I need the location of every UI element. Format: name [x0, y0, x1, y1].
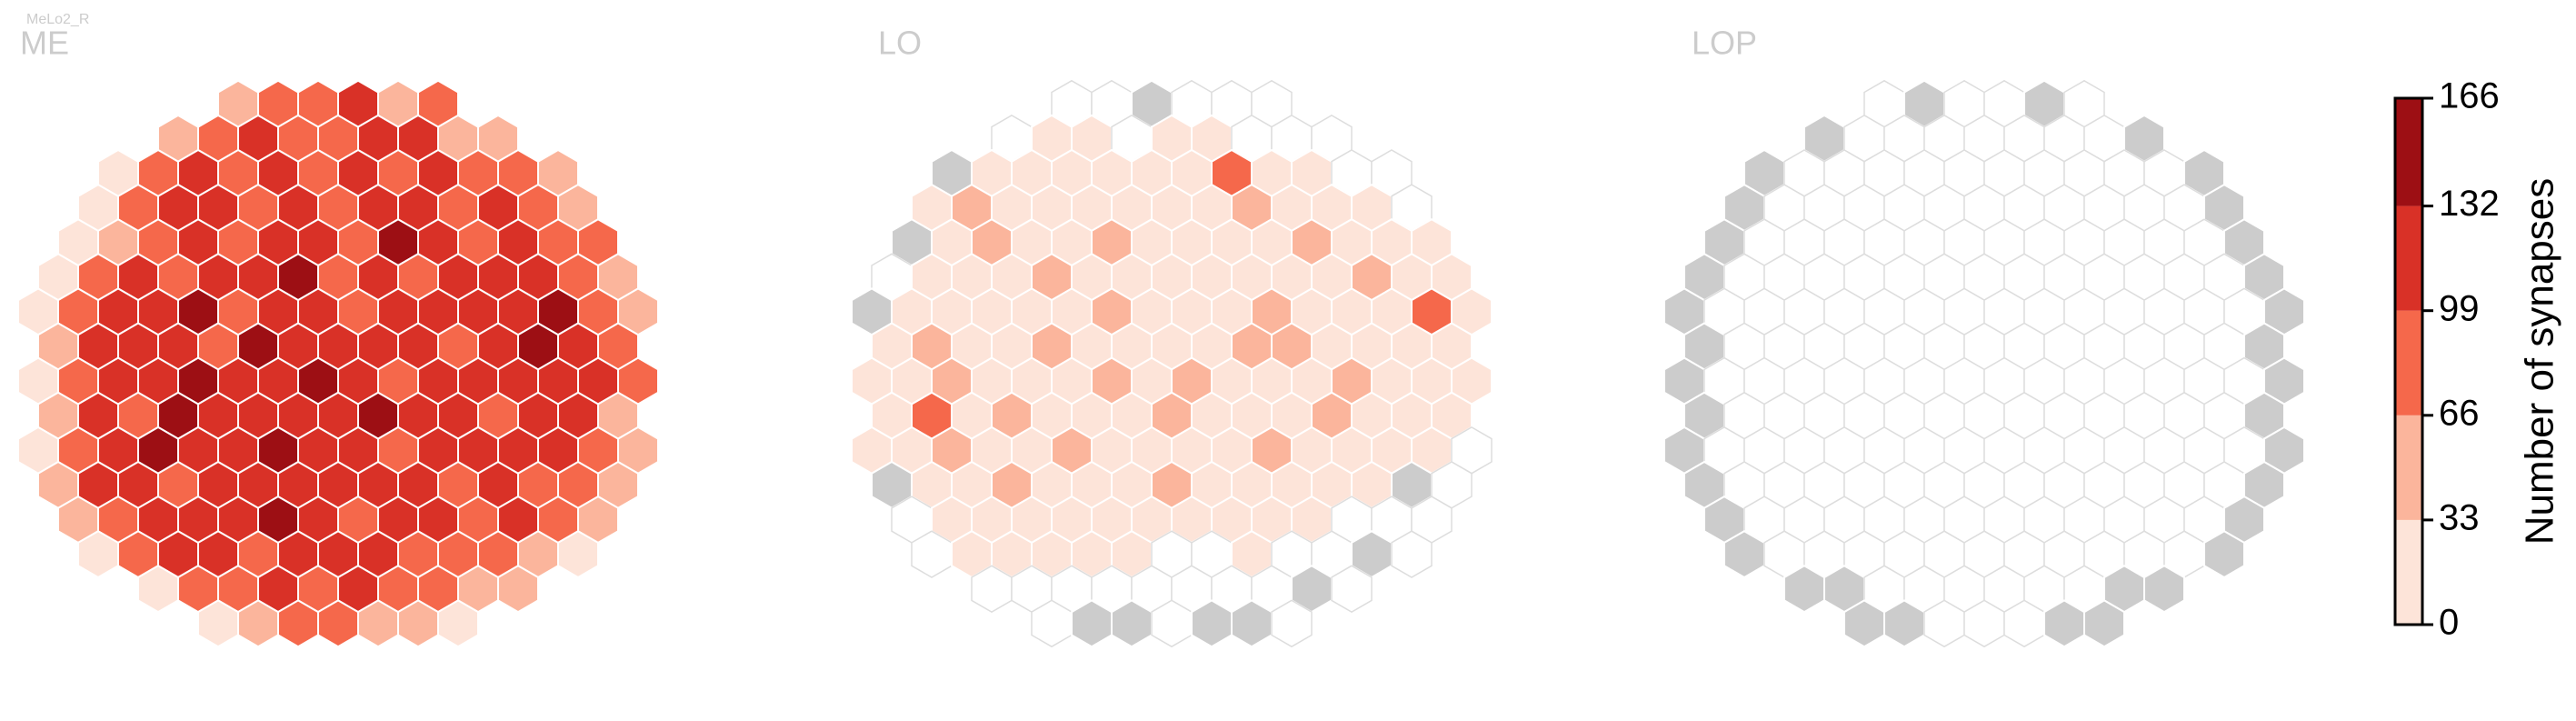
- empty-column: [1271, 599, 1313, 648]
- colorbar-bin: [2395, 415, 2422, 520]
- colorbar-bin: [2395, 98, 2422, 206]
- colorbar-bin: [2395, 519, 2422, 625]
- panel-title: LO: [878, 25, 922, 62]
- colorbar-tick-label: 0: [2439, 603, 2459, 643]
- column-hex: [2143, 565, 2185, 614]
- column-hex: [497, 565, 539, 614]
- colorbar-label: Number of synapses: [2518, 178, 2562, 546]
- empty-column: [1391, 530, 1433, 578]
- colorbar-frame: [2393, 96, 2424, 626]
- colorbar-bin: [2395, 205, 2422, 311]
- colorbar-tick-label: 166: [2439, 76, 2500, 116]
- panel-title: ME: [20, 25, 69, 62]
- colorbar-tick-label: 66: [2439, 393, 2480, 433]
- column-hex: [557, 530, 599, 579]
- colorbar-tick-label: 99: [2439, 288, 2480, 328]
- colorbar-bin: [2395, 310, 2422, 416]
- column-hex: [2083, 599, 2125, 648]
- colorbar-tick-label: 33: [2439, 497, 2480, 537]
- empty-column: [1331, 565, 1373, 613]
- column-hex: [437, 599, 479, 648]
- panel-title: LOP: [1692, 25, 1757, 62]
- colorbar-tick-label: 132: [2439, 184, 2500, 224]
- column-hex: [2203, 530, 2245, 579]
- figure-subtitle: MeLo2_R: [26, 12, 89, 27]
